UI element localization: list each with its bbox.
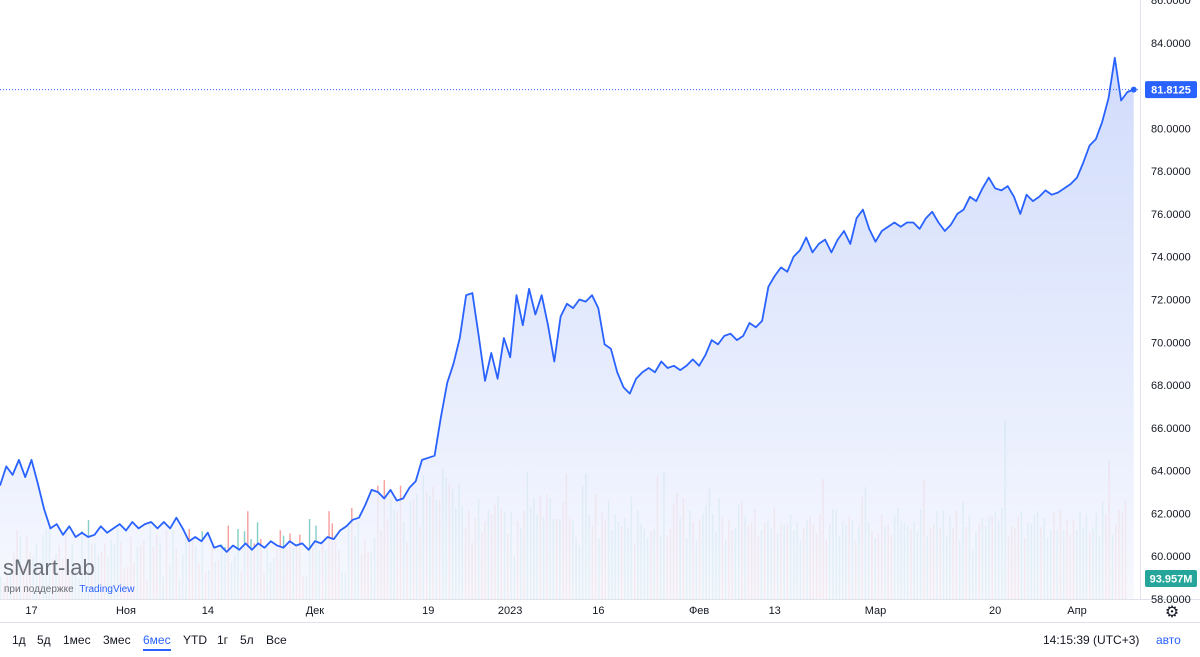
timezone-clock[interactable]: 14:15:39 (UTC+3) xyxy=(1043,633,1140,647)
watermark-powered-by: при поддержке xyxy=(4,584,74,595)
time-tick-label: Апр xyxy=(1067,605,1086,617)
current-price-badge xyxy=(1145,81,1197,99)
time-tick-label: 16 xyxy=(592,605,604,617)
volume-badge xyxy=(1145,570,1197,587)
time-axis[interactable]: 17 Ноя 14 Дек 19 2023 16 Фев 13 Мар 20 Апр xyxy=(25,605,1086,617)
volume-label: 93.957M xyxy=(1150,574,1193,586)
range-ytd-button[interactable]: YTD xyxy=(183,633,207,647)
time-tick-label: 20 xyxy=(989,605,1001,617)
price-tick-label: 62.0000 xyxy=(1151,508,1191,520)
time-tick-label: 17 xyxy=(25,605,37,617)
range-5y-button[interactable]: 5л xyxy=(240,633,254,647)
price-tick-label: 84.0000 xyxy=(1151,38,1191,50)
gear-icon[interactable]: ⚙ xyxy=(1165,602,1179,621)
last-price-marker xyxy=(1130,86,1137,93)
price-tick-label: 76.0000 xyxy=(1151,209,1191,221)
watermark-subline: при поддержке TradingView xyxy=(4,584,135,595)
price-area-fill xyxy=(0,57,1134,600)
range-1d-button[interactable]: 1д xyxy=(12,633,26,647)
price-tick-label: 72.0000 xyxy=(1151,295,1191,307)
time-tick-label: Ноя xyxy=(116,605,136,617)
range-5d-button[interactable]: 5д xyxy=(37,633,51,647)
price-tick-label: 70.0000 xyxy=(1151,337,1191,349)
watermark-brand: sMart-lab xyxy=(3,555,95,580)
time-tick-label: 13 xyxy=(769,605,781,617)
auto-scale-button[interactable]: авто xyxy=(1156,633,1181,647)
price-tick-label: 66.0000 xyxy=(1151,423,1191,435)
price-axis[interactable]: 86.0000 84.0000 80.0000 78.0000 76.0000 74.00… xyxy=(1151,0,1191,606)
range-all-button[interactable]: Все xyxy=(266,633,287,647)
time-tick-label: 19 xyxy=(422,605,434,617)
range-3m-button[interactable]: 3мес xyxy=(103,633,131,647)
current-price-label: 81.8125 xyxy=(1151,85,1191,97)
price-line xyxy=(0,56,1135,553)
price-tick-label: 74.0000 xyxy=(1151,252,1191,264)
time-tick-label: Мар xyxy=(865,605,887,617)
bottom-toolbar: 1д 5д 1мес 3мес 6мес YTD 1г 5л Все 14:15… xyxy=(0,622,1200,657)
watermark-provider-link: TradingView xyxy=(79,584,135,595)
range-6m-button[interactable]: 6мес xyxy=(143,633,171,651)
time-tick-label: 2023 xyxy=(498,605,522,617)
range-1y-button[interactable]: 1г xyxy=(217,633,229,647)
time-tick-label: 14 xyxy=(202,605,214,617)
price-tick-label: 64.0000 xyxy=(1151,466,1191,478)
range-1m-button[interactable]: 1мес xyxy=(63,633,91,647)
price-tick-label: 58.0000 xyxy=(1151,594,1191,606)
price-tick-label: 78.0000 xyxy=(1151,166,1191,178)
price-tick-label: 80.0000 xyxy=(1151,123,1191,135)
price-chart[interactable]: 86.0000 84.0000 80.0000 78.0000 76.0000 74.00… xyxy=(0,0,1200,622)
price-tick-label: 86.0000 xyxy=(1151,0,1191,7)
price-tick-label: 68.0000 xyxy=(1151,380,1191,392)
time-tick-label: Фев xyxy=(689,605,709,617)
price-tick-label: 60.0000 xyxy=(1151,551,1191,563)
time-tick-label: Дек xyxy=(306,605,325,617)
